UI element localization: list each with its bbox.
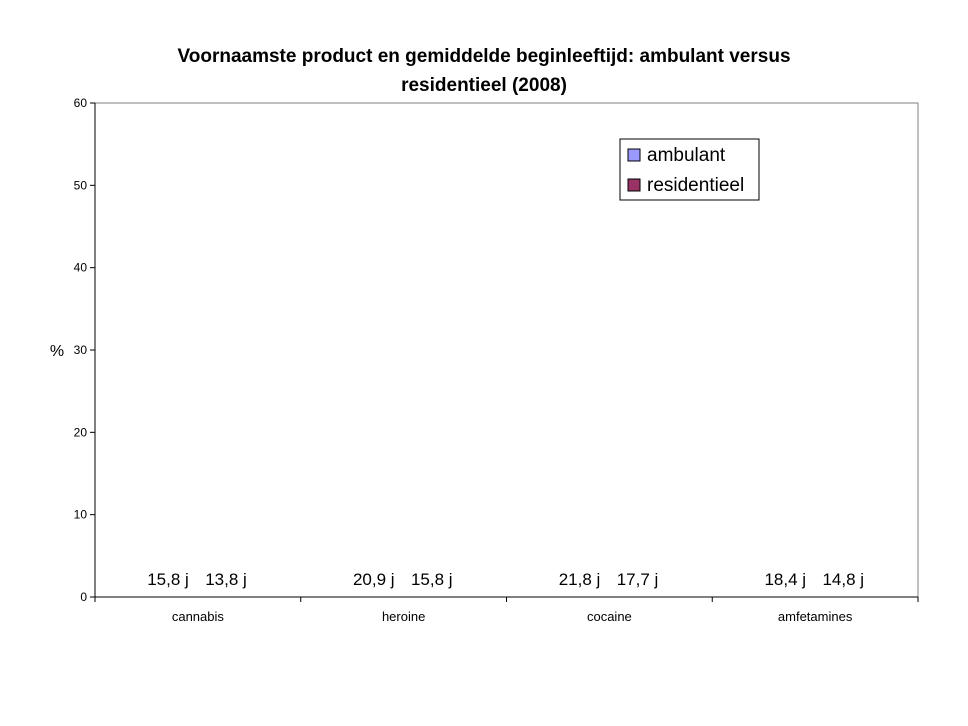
axes-layer: 0 10 20 30 40 50 60 cannabis heroine cocaine amfet… (50, 96, 919, 624)
legend-box (619, 138, 760, 201)
y-tick-label: 40 (74, 261, 88, 275)
plot-area (94, 102, 919, 598)
bar-label-amfetamines-ambulant: 18,4 j (764, 570, 806, 589)
bar-label-cocaine-residentieel: 17,7 j (617, 570, 659, 589)
bar-label-cannabis-residentieel: 13,8 j (205, 570, 247, 589)
x-tick-label-cannabis: cannabis (172, 609, 225, 624)
y-tick-label: 20 (74, 425, 88, 439)
chart-title-line-1: Voornaamste product en gemiddelde beginl… (177, 46, 791, 67)
y-axis-label: % (50, 343, 64, 360)
y-tick-label: 50 (74, 178, 88, 192)
bar-label-cannabis-ambulant: 15,8 j (147, 570, 189, 589)
x-tick-label-amfetamines: amfetamines (778, 609, 853, 624)
y-tick-label: 10 (74, 508, 88, 522)
y-tick-label: 30 (74, 343, 88, 357)
y-tick-label: 0 (80, 590, 87, 604)
legend: ambulant residentieel (619, 138, 760, 201)
legend-swatch-residentieel (627, 178, 641, 192)
legend-label-residentieel: residentieel (647, 175, 744, 196)
x-tick-label-heroine: heroine (382, 609, 425, 624)
bar-label-heroine-residentieel: 15,8 j (411, 570, 453, 589)
bar-label-heroine-ambulant: 20,9 j (353, 570, 395, 589)
y-tick-label: 60 (74, 96, 88, 110)
chart-title-line-2: residentieel (2008) (401, 75, 567, 96)
bar-label-amfetamines-residentieel: 14,8 j (822, 570, 864, 589)
labels-layer: 15,8 j 20,9 j 21,8 j 18,4 j 13,8 j 15,8 j 17,7… (147, 570, 864, 589)
bar-label-cocaine-ambulant: 21,8 j (559, 570, 601, 589)
legend-swatch-ambulant (627, 148, 641, 162)
x-tick-label-cocaine: cocaine (587, 609, 632, 624)
legend-label-ambulant: ambulant (647, 145, 726, 166)
